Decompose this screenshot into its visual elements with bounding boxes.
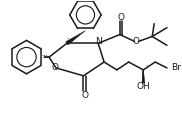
Text: Br: Br <box>171 63 181 72</box>
Text: O: O <box>81 91 88 100</box>
Text: O: O <box>132 37 139 46</box>
Text: ···: ··· <box>41 53 48 59</box>
Text: O: O <box>52 63 58 72</box>
Text: N: N <box>95 37 102 46</box>
Text: ·: · <box>67 36 69 42</box>
Text: OH: OH <box>136 82 150 91</box>
Polygon shape <box>142 70 145 83</box>
Text: ·: · <box>145 62 148 71</box>
Polygon shape <box>66 31 85 45</box>
Text: O: O <box>118 13 124 22</box>
